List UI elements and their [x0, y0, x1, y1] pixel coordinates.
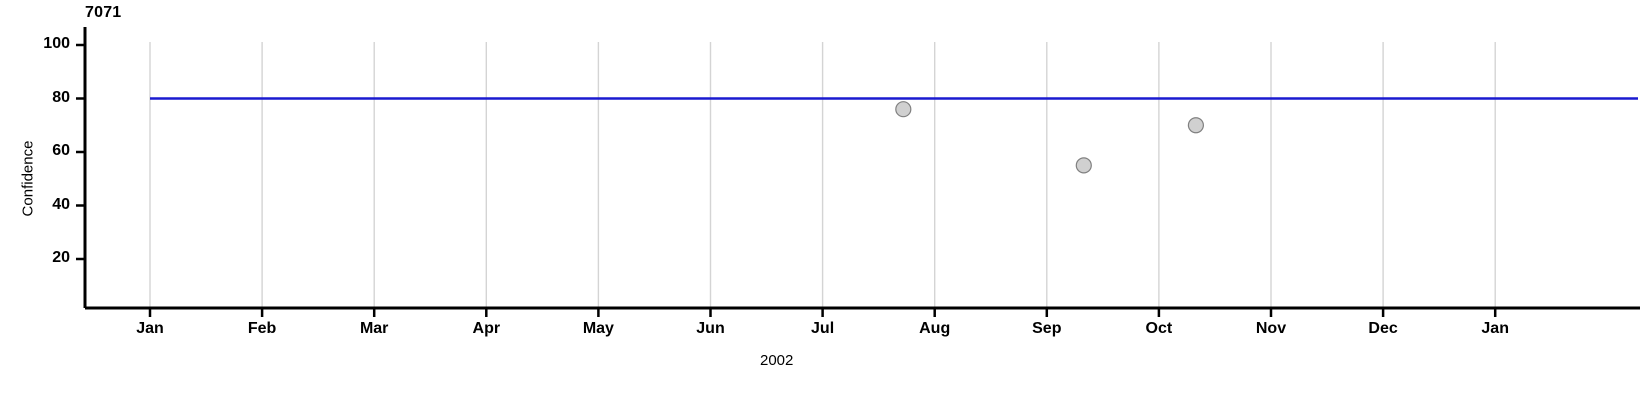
x-tick-label: Sep [1032, 320, 1062, 337]
y-tick-label: 80 [52, 88, 70, 106]
axes-group [76, 27, 1640, 317]
x-tick-label: Aug [919, 320, 951, 337]
gridlines-group [149, 42, 1496, 308]
x-tick-label: Feb [247, 320, 277, 337]
y-tick-label: 40 [52, 195, 70, 213]
y-tick-label: 60 [52, 142, 70, 159]
chart-title: 7071 [85, 4, 122, 21]
x-tick-label: Jan [136, 320, 164, 337]
x-tick-label: Dec [1368, 320, 1398, 337]
x-tick-label: Oct [1145, 320, 1173, 337]
x-tick-label: Mar [359, 320, 389, 337]
x-tick-label: Nov [1255, 320, 1287, 337]
data-point-marker[interactable] [1187, 117, 1204, 134]
x-tick-label: Apr [472, 320, 501, 337]
x-axis-title-label: 2002 [760, 352, 794, 369]
data-point-marker[interactable] [895, 101, 912, 118]
x-tick-label: Jun [696, 320, 725, 337]
y-tick-label: 20 [52, 249, 70, 266]
y-tick-label: 100 [43, 35, 70, 52]
data-point-marker[interactable] [1075, 157, 1092, 174]
data-points-group [895, 101, 1204, 174]
x-tick-label: Jul [811, 320, 835, 337]
x-tick-label: Jan [1481, 320, 1509, 337]
x-tick-label: May [582, 320, 614, 337]
